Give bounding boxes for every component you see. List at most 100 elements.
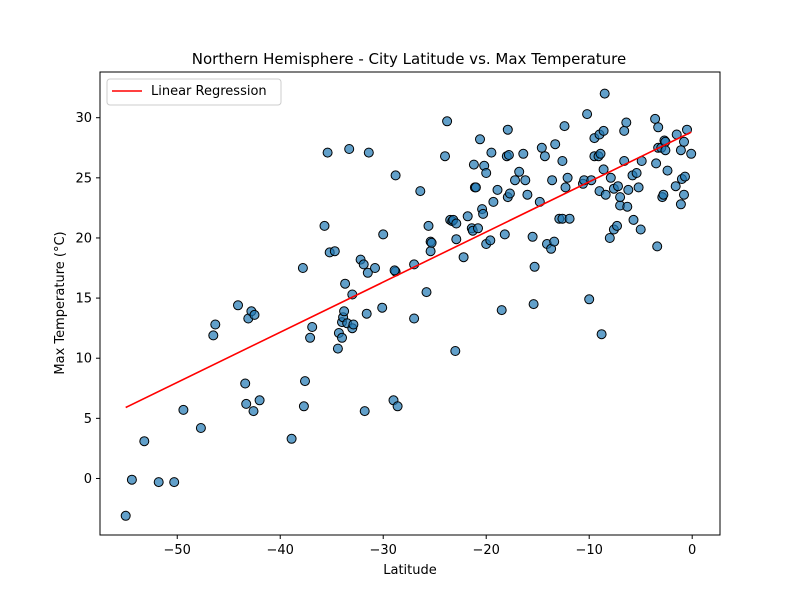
data-point [440, 151, 450, 162]
data-point [529, 261, 540, 272]
data-point [139, 436, 150, 447]
regression-line [125, 131, 692, 409]
data-point [462, 211, 473, 222]
data-point [458, 252, 469, 263]
data-point [499, 229, 510, 240]
data-point [527, 231, 538, 242]
data-point [208, 330, 219, 341]
data-point [169, 477, 180, 488]
points-layer [120, 88, 697, 521]
data-point [528, 299, 539, 310]
y-tick-label: 20 [75, 231, 92, 246]
data-point [339, 306, 350, 317]
data-point [549, 236, 560, 247]
data-point [392, 401, 403, 412]
data-point [680, 171, 690, 182]
data-point [504, 188, 515, 199]
data-point [496, 305, 507, 316]
data-point [248, 406, 259, 417]
data-point [340, 278, 351, 289]
data-point [514, 166, 525, 177]
data-point [679, 136, 689, 147]
data-point [233, 300, 243, 311]
x-axis: −50 −40 −30 −20 −10 0 [164, 535, 696, 558]
data-point [307, 322, 318, 332]
data-point [550, 139, 561, 150]
data-point [415, 186, 426, 197]
data-point [329, 246, 340, 257]
data-point [539, 151, 550, 162]
data-point [319, 220, 330, 231]
data-point [361, 308, 372, 319]
data-point [478, 208, 489, 219]
data-point [598, 125, 609, 136]
data-point [468, 159, 479, 170]
data-point [210, 319, 221, 330]
y-tick-label: 15 [75, 292, 92, 307]
x-tick-label: −20 [472, 543, 499, 558]
plot-frame [99, 71, 721, 536]
data-point [178, 404, 189, 415]
data-point [389, 265, 400, 276]
data-point [473, 223, 483, 234]
data-point [599, 88, 610, 99]
data-point [362, 267, 373, 278]
data-point [604, 233, 615, 243]
data-point [596, 329, 607, 340]
data-point [503, 150, 514, 160]
data-point [547, 175, 558, 186]
data-point [651, 158, 662, 169]
y-axis: 0 5 10 15 20 25 30 [75, 111, 100, 487]
data-point [613, 181, 623, 192]
y-tick-label: 30 [75, 111, 92, 126]
x-axis-label: Latitude [383, 563, 437, 578]
x-tick-label: −30 [370, 543, 397, 558]
data-point [650, 113, 661, 124]
data-point [557, 156, 568, 166]
data-point [378, 229, 389, 240]
data-point [423, 220, 434, 231]
x-tick-label: −40 [267, 543, 294, 558]
data-point [450, 346, 461, 356]
chart-title: Northern Hemisphere - City Latitude vs. … [192, 50, 626, 68]
data-point [337, 332, 347, 343]
data-point [359, 406, 370, 417]
data-point [358, 259, 369, 270]
data-point [628, 214, 639, 225]
data-point [300, 376, 310, 387]
y-tick-label: 5 [84, 412, 92, 427]
data-point [390, 170, 401, 181]
y-tick-label: 25 [75, 171, 92, 186]
data-point [653, 122, 664, 133]
data-point [675, 145, 686, 156]
data-point [344, 144, 355, 154]
data-point [377, 302, 388, 313]
y-axis-label: Max Temperature (°C) [53, 231, 68, 374]
data-point [670, 181, 681, 192]
data-point [600, 189, 611, 200]
data-point [475, 134, 485, 145]
data-point [623, 184, 634, 195]
data-point [536, 142, 547, 153]
data-point [120, 510, 131, 521]
legend: Linear Regression [106, 78, 282, 106]
data-point [332, 343, 343, 354]
y-tick-label: 10 [75, 352, 92, 367]
data-point [582, 109, 593, 120]
data-point [254, 395, 265, 406]
data-point [488, 196, 499, 207]
data-point [675, 199, 686, 210]
data-point [559, 121, 570, 132]
data-point [470, 182, 481, 193]
data-point [305, 332, 316, 343]
data-point [481, 168, 492, 178]
legend-box [106, 78, 282, 106]
data-point [153, 477, 164, 488]
data-point [660, 145, 671, 156]
x-tick-label: −50 [164, 543, 191, 558]
data-point [522, 189, 533, 200]
data-point [510, 175, 520, 186]
data-point [635, 224, 646, 235]
data-point [584, 294, 595, 305]
data-point [492, 184, 503, 195]
